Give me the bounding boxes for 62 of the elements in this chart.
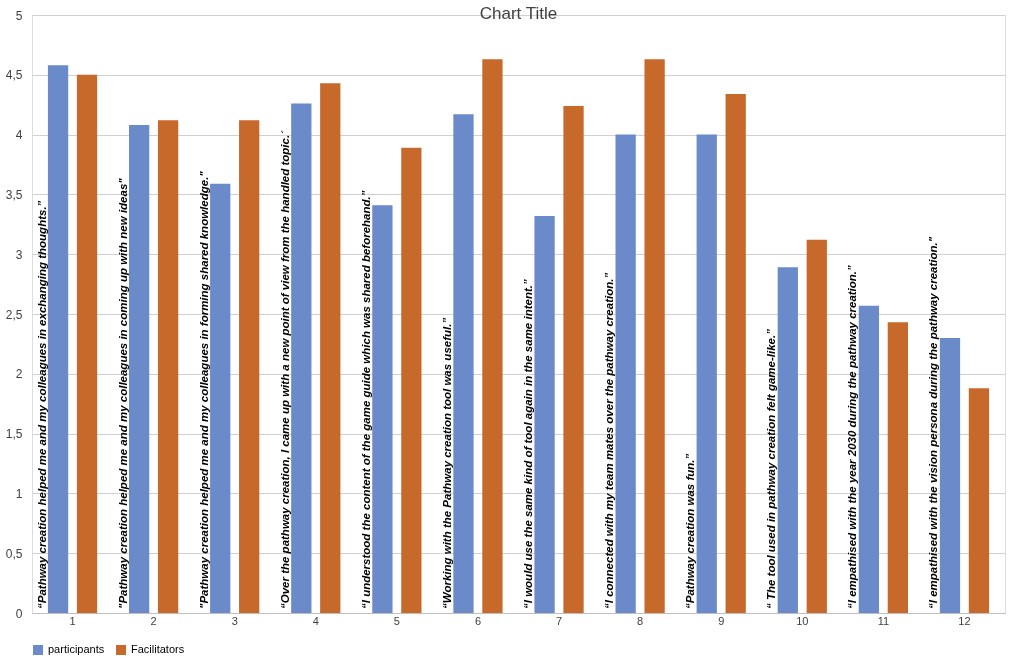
annotation: “I empathised with the year 2030 during the pathway creation.” [846, 264, 859, 609]
annotation: “Pathway creation was fun.” [684, 453, 697, 609]
bar [777, 267, 798, 613]
bar [401, 147, 422, 613]
x-tick-label: 11 [877, 614, 890, 627]
y-tick-label: 0,5 [5, 546, 23, 561]
annotation: “I understood the content of the game guide which was shared beforehand.” [359, 190, 372, 609]
bar [644, 59, 665, 613]
bar [372, 205, 393, 613]
bar [320, 83, 341, 613]
bar [129, 125, 150, 613]
bar [76, 74, 98, 613]
bar [968, 388, 990, 613]
bar [806, 239, 827, 613]
bar [696, 134, 717, 613]
x-tick-label: 3 [231, 614, 238, 627]
annotation: “Pathway creation helped me and my colleagues in exchanging thoughts.” [35, 200, 48, 609]
y-tick-label: 2 [15, 367, 23, 382]
bar [482, 59, 503, 613]
y-tick-label: 3 [15, 247, 23, 262]
x-tick-label: 6 [474, 614, 482, 627]
annotation: “I connected with my team mates over the pathway creation.” [603, 272, 616, 609]
bar [291, 103, 312, 613]
bar [157, 120, 179, 613]
annotation: “I would use the same kind of tool again in the same intent.” [522, 279, 535, 609]
legend-label: participants [48, 643, 105, 655]
y-tick-label: 2,5 [5, 307, 23, 322]
bar [534, 215, 555, 613]
x-tick-label: 8 [637, 614, 644, 627]
legend-label: Facilitators [131, 643, 185, 655]
bar [563, 105, 584, 613]
x-tick-label: 7 [555, 614, 563, 627]
x-tick-label: 4 [312, 614, 319, 627]
bar [615, 134, 636, 613]
x-tick-label: 5 [393, 614, 400, 627]
x-tick-label: 9 [718, 614, 725, 627]
y-tick-label: 1,5 [5, 427, 23, 442]
annotation: “Working with the Pathway creation tool was useful.” [440, 317, 453, 609]
y-tick-label: 1 [15, 486, 23, 501]
bar [939, 337, 961, 613]
x-tick-label: 1 [69, 614, 76, 627]
x-tick-label: 10 [796, 614, 809, 627]
y-tick-label: 0 [15, 606, 23, 621]
y-tick-label: 3,5 [5, 187, 23, 202]
bar [858, 305, 880, 613]
bar [887, 322, 908, 613]
bar [453, 114, 474, 613]
annotation: "Pathway creation helped me and my colleagues in forming shared knowledge." [197, 170, 210, 609]
chart-title: Chart Title [479, 4, 558, 23]
annotation: "Pathway creation helped me and my colleagues in coming up with new ideas" [116, 177, 129, 609]
bar [725, 93, 746, 613]
y-tick-label: 5 [15, 8, 23, 23]
annotation: “Over the pathway creation, I came up with a new point of view from the handled topic.´ [278, 129, 291, 609]
x-tick-label: 12 [958, 614, 971, 627]
y-tick-label: 4,5 [5, 68, 23, 83]
annotation: “I empathised with the vision persona during the pathway creation." [927, 236, 940, 609]
y-tick-label: 4 [15, 128, 23, 143]
bar [47, 65, 69, 613]
bar [239, 120, 260, 613]
annotation: “ The tool used in pathway creation felt game-like.” [765, 328, 778, 609]
x-tick-label: 2 [150, 614, 157, 627]
bar [210, 183, 231, 613]
